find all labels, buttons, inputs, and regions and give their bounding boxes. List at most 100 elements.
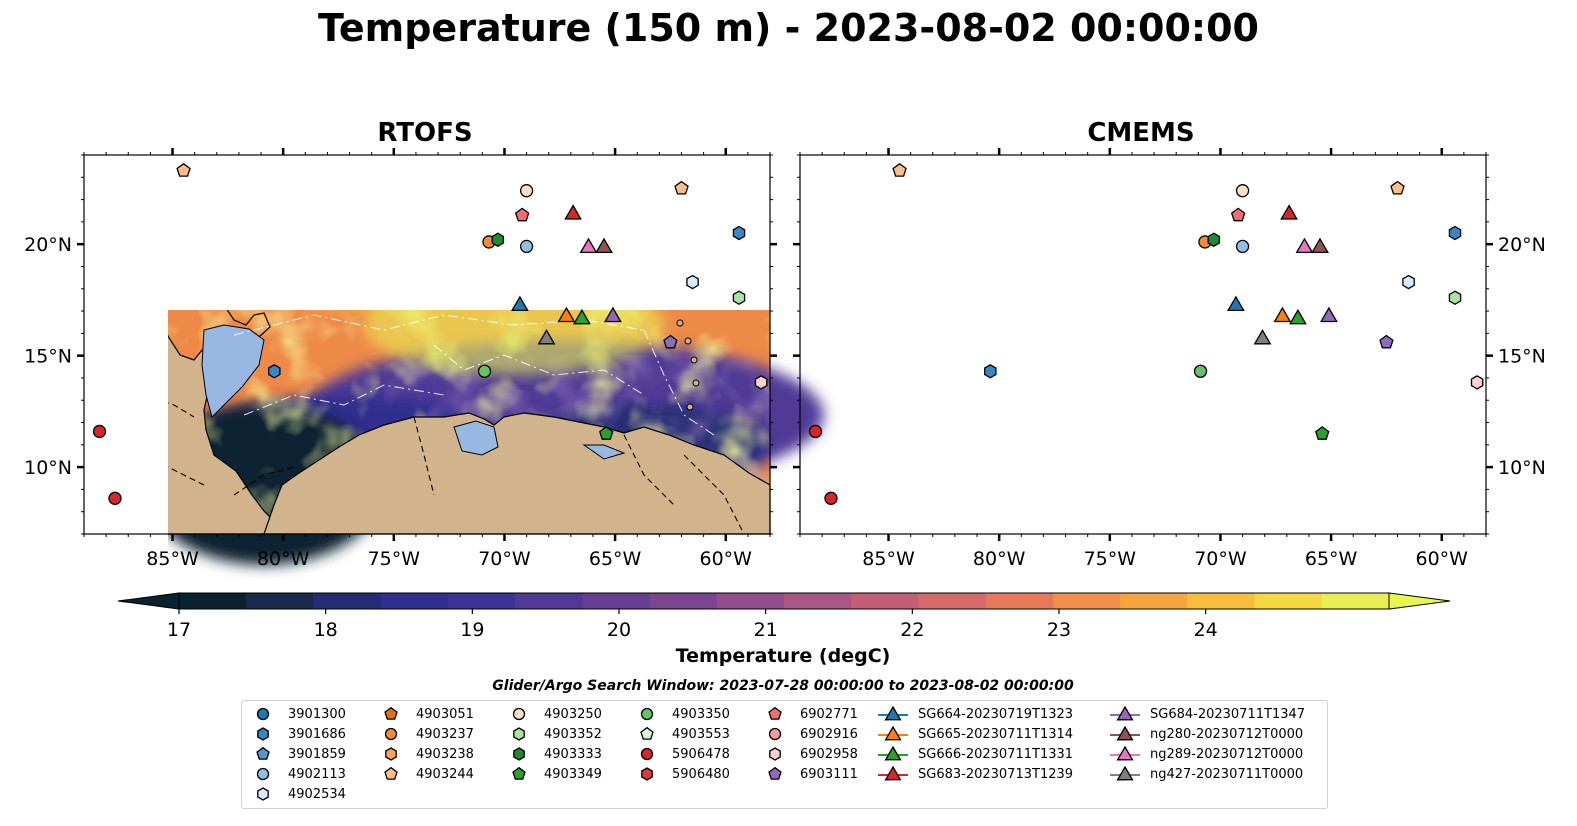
- colorbar-bin: [447, 593, 516, 609]
- legend-marker: [1116, 725, 1134, 741]
- glider-marker-sg683: [1280, 204, 1298, 220]
- legend-marker: [257, 727, 269, 741]
- legend-marker: [1116, 765, 1134, 781]
- legend-label: 4903237: [416, 726, 474, 742]
- colorbar-bin: [1254, 593, 1323, 609]
- argo-marker-4902113: [1235, 239, 1250, 254]
- lat-tick-label: 15°N: [24, 346, 72, 368]
- legend-entry-4903250: 4903250: [502, 704, 602, 724]
- argo-marker-4903350: [477, 364, 492, 378]
- colorbar-bin: [1187, 593, 1256, 609]
- legend-label: 6902771: [800, 706, 858, 722]
- legend-swatch: [878, 705, 908, 721]
- colorbar-bin: [515, 593, 583, 609]
- legend-swatch: [257, 727, 269, 741]
- colorbar-bin: [716, 593, 785, 609]
- colorbar-bin: [246, 593, 314, 609]
- legend-swatch: [384, 766, 398, 780]
- colorbar-tick-label: 17: [167, 619, 191, 641]
- colorbar-tick-label: 21: [754, 619, 778, 641]
- legend-entry-ng280: ng280-20230712T0000: [1108, 724, 1303, 744]
- legend-entry-sg664: SG664-20230719T1323: [876, 704, 1073, 724]
- glider-marker-sg664: [1226, 295, 1245, 312]
- legend-swatch: [385, 747, 397, 761]
- legend-swatch: [513, 727, 525, 741]
- colorbar-tick-label: 22: [900, 619, 924, 641]
- legend-entry-6902916: 6902916: [758, 724, 858, 744]
- legend-entry-3901859: 3901859: [246, 744, 346, 764]
- argo-marker-5906478: [92, 424, 107, 439]
- colorbar-bin: [1321, 593, 1390, 609]
- legend-marker: [513, 727, 525, 741]
- legend-swatch: [878, 745, 908, 761]
- legend-swatch: [257, 787, 269, 801]
- legend-entry-4903333: 4903333: [502, 744, 602, 764]
- legend-label: 4903350: [672, 706, 730, 722]
- glider-marker-ng289: [579, 237, 598, 254]
- legend-swatch: [641, 767, 653, 781]
- glider-marker-ng280: [1311, 237, 1329, 254]
- argo-marker-4902113: [519, 239, 534, 254]
- colorbar-title: Temperature (degC): [675, 645, 891, 667]
- legend-marker: [768, 766, 782, 780]
- legend-marker: [884, 745, 902, 761]
- lon-tick-label: 75°W: [1084, 548, 1137, 570]
- glider-marker-sg665: [1273, 306, 1292, 323]
- legend-swatch: [1110, 725, 1140, 741]
- lat-tick-label: 10°N: [24, 457, 72, 479]
- legend-swatch: [878, 725, 908, 741]
- lon-tick-label: 80°W: [973, 548, 1026, 570]
- legend-label: SG665-20230711T1314: [918, 726, 1074, 742]
- legend-swatch: [384, 706, 398, 720]
- argo-marker-6902958: [1470, 375, 1484, 390]
- lat-tick-label: 20°N: [1498, 234, 1546, 256]
- figure-title: Temperature (150 m) - 2023-08-02 00:00:0…: [317, 6, 1259, 50]
- legend-marker: [256, 746, 270, 760]
- legend-entry-sg683: SG683-20230713T1239: [876, 764, 1073, 784]
- argo-marker-4903244: [1390, 180, 1405, 195]
- legend-entry-4903553: 4903553: [630, 724, 730, 744]
- legend-swatch: [1110, 745, 1140, 761]
- glider-marker-sg684: [603, 306, 622, 323]
- legend-entry-4902534: 4902534: [246, 784, 346, 804]
- legend-marker: [768, 706, 782, 720]
- legend-label: 3901859: [288, 746, 346, 762]
- lon-tick-label: 85°W: [146, 548, 199, 570]
- legend-swatch: [256, 767, 270, 781]
- argo-marker-4903352: [1448, 290, 1462, 305]
- legend-swatch: [768, 727, 782, 741]
- argo-marker-4903352: [732, 290, 746, 305]
- colorbar-bin: [1120, 593, 1188, 609]
- legend-label: 6902916: [800, 726, 858, 742]
- legend-entry-4903238: 4903238: [374, 744, 474, 764]
- argo-marker-4903333: [1207, 232, 1221, 247]
- legend-swatch: [1110, 765, 1140, 781]
- colorbar: 17 18 19 20 21 22 23 24: [117, 592, 1451, 641]
- colorbar-tick-label: 20: [607, 619, 631, 641]
- legend-label: 4903333: [544, 746, 602, 762]
- legend-entry-sg684: SG684-20230711T1347: [1108, 704, 1305, 724]
- glider-marker-sg664: [510, 295, 529, 312]
- legend-entry-3901686: 3901686: [246, 724, 346, 744]
- legend-marker: [257, 787, 269, 801]
- colorbar-bin: [918, 593, 987, 609]
- argo-marker-4903349: [1315, 426, 1330, 440]
- glider-marker-ng427: [537, 329, 556, 345]
- legend-swatch: [256, 746, 270, 760]
- legend-swatch: [256, 707, 270, 721]
- colorbar-bin: [313, 593, 382, 609]
- legend-swatch: [513, 747, 525, 761]
- legend-entry-5906478: 5906478: [630, 744, 730, 764]
- argo-marker-4903350: [1193, 364, 1208, 378]
- lat-tick-label: 20°N: [24, 234, 72, 256]
- colorbar-bin: [851, 593, 919, 609]
- legend-entry-sg665: SG665-20230711T1314: [876, 724, 1073, 744]
- legend-label: 3901686: [288, 726, 346, 742]
- colorbar-bin: [380, 593, 449, 609]
- argo-marker-3901686: [1448, 225, 1462, 241]
- legend-swatch: [640, 707, 654, 721]
- legend-marker: [256, 707, 270, 721]
- legend-entry-6902958: 6902958: [758, 744, 858, 764]
- colorbar-bin: [582, 593, 651, 609]
